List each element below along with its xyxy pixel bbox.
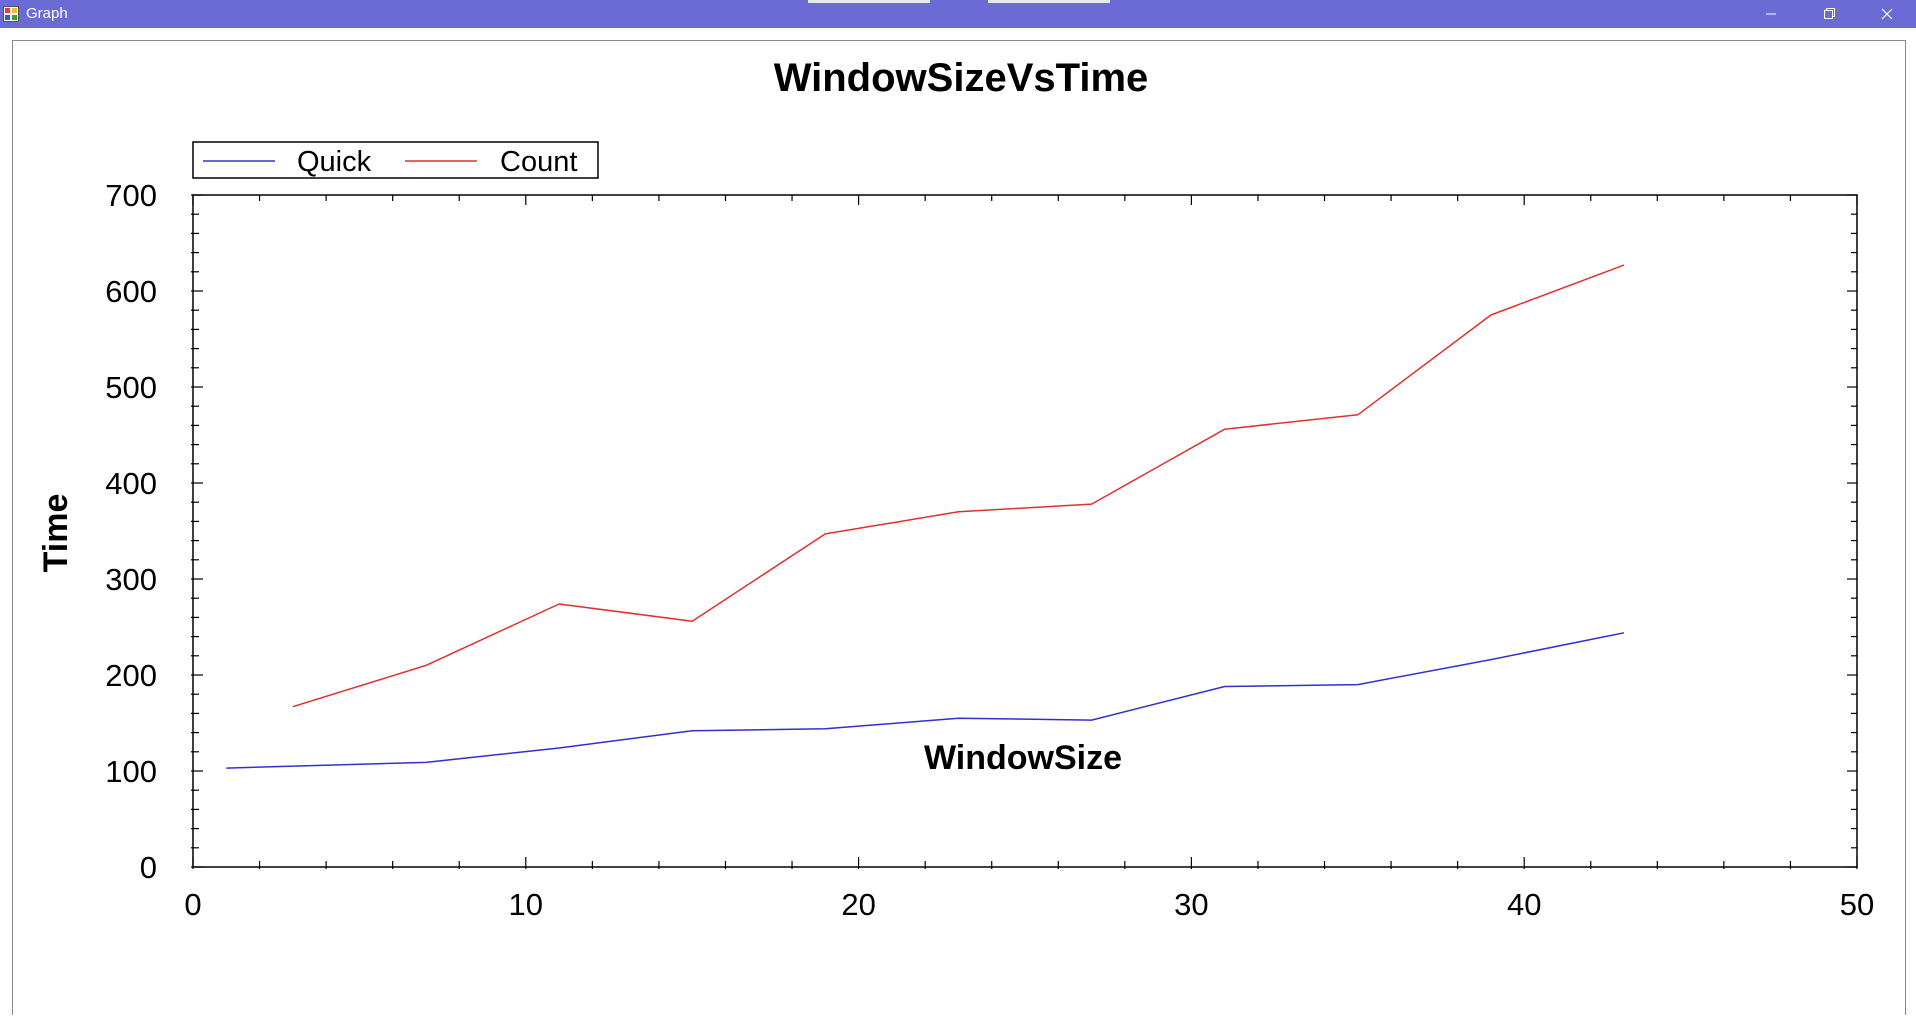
y-tick-label: 600 [105, 274, 157, 309]
minimize-icon[interactable] [1748, 0, 1794, 28]
series-layer [226, 264, 1625, 769]
y-axis-label: Time [37, 494, 75, 573]
series-line-quick [226, 632, 1625, 769]
legend-label-count: Count [500, 146, 577, 178]
restore-icon[interactable] [1806, 0, 1852, 28]
x-tick-label: 20 [841, 887, 875, 922]
legend-label-quick: Quick [297, 146, 372, 178]
y-tick-label: 0 [140, 850, 157, 885]
legend-box [192, 141, 599, 179]
y-tick-label: 300 [105, 562, 157, 597]
x-tick-label: 30 [1174, 887, 1208, 922]
series-line-count [292, 264, 1625, 708]
chart-panel: WindowSizeVsTime WindowSize Time 0 10 20 30… [12, 40, 1906, 1015]
y-tick-label: 100 [105, 754, 157, 789]
x-tick-label: 10 [509, 887, 543, 922]
x-axis-label: WindowSize [924, 739, 1122, 777]
y-tick-label: 200 [105, 658, 157, 693]
y-tick-label: 700 [105, 178, 157, 213]
chart: WindowSizeVsTime WindowSize Time 0 10 20 30… [37, 56, 1874, 922]
x-tick-label: 40 [1507, 887, 1541, 922]
window-titlebar[interactable]: Graph [0, 0, 1916, 28]
titlebar-tab-1[interactable] [808, 0, 930, 3]
legend: Quick Count [192, 141, 599, 179]
x-tick-label: 50 [1840, 887, 1874, 922]
titlebar-tab-2[interactable] [988, 0, 1110, 3]
x-tick-label: 0 [184, 887, 201, 922]
window-title: Graph [26, 5, 68, 22]
y-tick-label: 500 [105, 370, 157, 405]
chart-title: WindowSizeVsTime [774, 56, 1149, 100]
close-icon[interactable] [1864, 0, 1910, 28]
app-icon [3, 6, 19, 22]
y-tick-label: 400 [105, 466, 157, 501]
plot-border [192, 194, 1858, 868]
